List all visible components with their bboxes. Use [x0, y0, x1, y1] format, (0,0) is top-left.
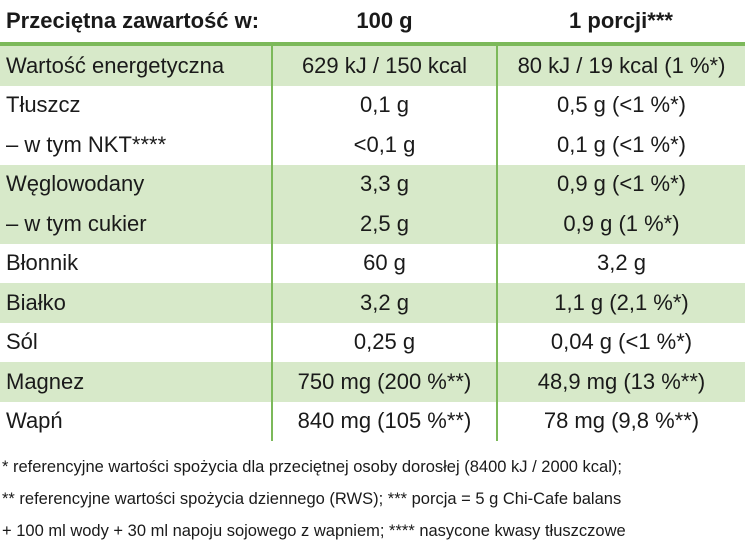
- value-cell: 840 mg (105 %**): [271, 401, 497, 441]
- value-cell: 0,04 g (<1 %*): [496, 322, 745, 362]
- footnotes: * referencyjne wartości spożycia dla prz…: [0, 451, 745, 547]
- table-row: Wartość energetyczna 629 kJ / 150 kcal 80 …: [0, 44, 745, 86]
- value-cell: 0,5 g (<1 %*): [496, 85, 745, 125]
- value-cell: 0,1 g: [271, 85, 497, 125]
- value-cell: 0,9 g (<1 %*): [496, 164, 745, 204]
- table-row: Tłuszcz 0,1 g 0,5 g (<1 %*): [0, 85, 745, 125]
- footnote-line: + 100 ml wody + 30 ml napoju sojowego z …: [2, 522, 626, 540]
- header-cell: 100 g: [272, 0, 497, 46]
- value-cell: 750 mg (200 %**): [271, 362, 497, 402]
- row-label: – w tym NKT****: [6, 131, 167, 157]
- row-label: Węglowodany: [0, 164, 272, 204]
- value-cell: 48,9 mg (13 %**): [496, 362, 745, 402]
- table-row: Błonnik 60 g 3,2 g: [0, 243, 745, 283]
- row-label: Białko: [0, 283, 272, 323]
- value-cell: 80 kJ / 19 kcal (1 %*): [496, 44, 745, 86]
- value-cell: 1,1 g (2,1 %*): [496, 283, 745, 323]
- value-cell: 78 mg (9,8 %**): [496, 401, 745, 441]
- value-cell: 0,25 g: [271, 322, 497, 362]
- table-row: Białko 3,2 g 1,1 g (2,1 %*): [0, 283, 745, 323]
- value-cell: 0,1 g (<1 %*): [496, 125, 745, 165]
- row-label: Wartość energetyczna: [0, 44, 272, 86]
- header-cell: 1 porcji***: [497, 0, 745, 46]
- header-cell: Przeciętna zawartość w:: [0, 0, 272, 46]
- value-cell: 2,5 g: [271, 204, 497, 244]
- row-label: Tłuszcz: [6, 92, 81, 118]
- value-cell: <0,1 g: [271, 125, 497, 165]
- value-cell: 3,3 g: [271, 164, 497, 204]
- table-row: Węglowodany 3,3 g 0,9 g (<1 %*): [0, 164, 745, 204]
- table-body: Wartość energetyczna 629 kJ / 150 kcal 80 …: [0, 44, 745, 441]
- value-cell: 60 g: [271, 243, 497, 283]
- value-cell: 0,9 g (1 %*): [496, 204, 745, 244]
- table-row: – w tym cukier 2,5 g 0,9 g (1 %*): [0, 204, 745, 244]
- row-label: Magnez: [0, 362, 272, 402]
- row-label: Wapń: [6, 408, 63, 434]
- row-label: Błonnik: [6, 250, 79, 276]
- footnote-line: * referencyjne wartości spożycia dla prz…: [2, 458, 622, 476]
- footnote-line: ** referencyjne wartości spożycia dzienn…: [2, 490, 622, 508]
- value-cell: 629 kJ / 150 kcal: [271, 44, 497, 86]
- table-row: Wapń 840 mg (105 %**) 78 mg (9,8 %**): [0, 401, 745, 441]
- row-label: Sól: [6, 329, 38, 355]
- value-cell: 3,2 g: [271, 283, 497, 323]
- table-row: Sól 0,25 g 0,04 g (<1 %*): [0, 322, 745, 362]
- row-label: – w tym cukier: [0, 204, 272, 244]
- table-row: – w tym NKT**** <0,1 g 0,1 g (<1 %*): [0, 125, 745, 165]
- value-cell: 3,2 g: [496, 243, 745, 283]
- table-row: Magnez 750 mg (200 %**) 48,9 mg (13 %**): [0, 362, 745, 402]
